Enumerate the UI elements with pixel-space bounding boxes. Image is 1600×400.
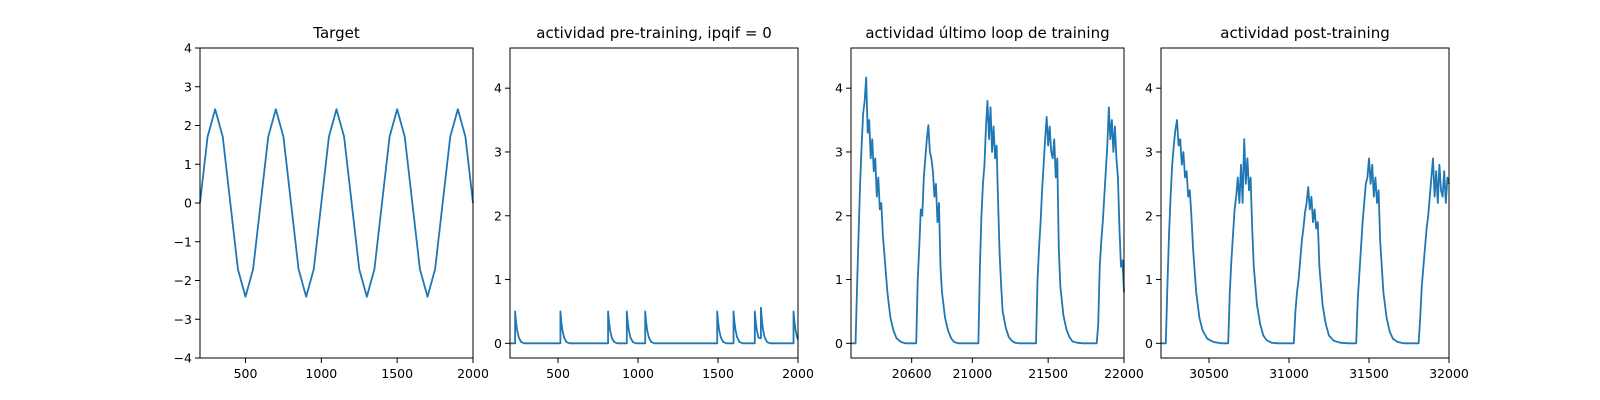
chart-title: actividad pre-training, ipqif = 0 [536, 24, 772, 42]
x-tick-label: 32000 [1429, 366, 1469, 381]
y-tick-label: −4 [174, 351, 192, 366]
y-tick-label: 3 [835, 144, 843, 159]
x-tick-label: 21000 [952, 366, 992, 381]
axes-frame [850, 47, 1125, 359]
y-tick-label: 0 [835, 336, 843, 351]
chart-title: Target [312, 24, 360, 42]
y-tick-label: −3 [174, 312, 192, 327]
x-tick-label: 2000 [782, 366, 814, 381]
x-tick-label: 31500 [1349, 366, 1389, 381]
x-tick-label: 30500 [1189, 366, 1229, 381]
x-tick-label: 1500 [702, 366, 734, 381]
y-tick-label: 2 [1145, 208, 1153, 223]
x-tick-label: 2000 [457, 366, 489, 381]
y-tick-label: 0 [1145, 336, 1153, 351]
y-tick-label: 2 [184, 118, 192, 133]
y-tick-label: 1 [494, 272, 502, 287]
series-line [510, 306, 799, 345]
series-line [851, 76, 1125, 345]
y-tick-label: 3 [1145, 144, 1153, 159]
y-tick-label: 1 [835, 272, 843, 287]
x-tick-label: 1000 [622, 366, 654, 381]
y-tick-label: 2 [494, 208, 502, 223]
y-tick-label: 4 [494, 81, 502, 96]
x-tick-label: 31000 [1269, 366, 1309, 381]
x-tick-label: 500 [234, 366, 258, 381]
y-tick-label: 2 [835, 208, 843, 223]
x-tick-label: 1000 [305, 366, 337, 381]
chart-title: actividad post-training [1220, 24, 1389, 42]
x-tick-label: 20600 [892, 366, 932, 381]
y-tick-label: 0 [184, 196, 192, 211]
axes-frame [1160, 47, 1450, 359]
axes-frame [199, 47, 474, 359]
y-tick-label: 1 [1145, 272, 1153, 287]
chart-panel-2: actividad pre-training, ipqif = 0 500 1000… [494, 24, 814, 381]
chart-panel-1: Target 500 1000 1500 2000 −4 −3 −2 −1 0 1 2 3 4 [174, 24, 489, 381]
y-tick-label: 1 [184, 157, 192, 172]
x-tick-label: 1500 [381, 366, 413, 381]
x-tick-label: 22000 [1104, 366, 1144, 381]
x-tick-label: 21500 [1028, 366, 1068, 381]
axes-frame [509, 47, 799, 359]
y-tick-label: 4 [184, 41, 192, 56]
y-tick-label: 4 [1145, 81, 1153, 96]
x-tick-label: 500 [546, 366, 570, 381]
y-tick-label: 4 [835, 81, 843, 96]
chart-title: actividad último loop de training [865, 24, 1109, 42]
y-tick-label: 3 [494, 144, 502, 159]
y-tick-label: 0 [494, 336, 502, 351]
y-tick-label: −1 [174, 234, 192, 249]
series-line [1161, 119, 1450, 345]
y-tick-label: −2 [174, 273, 192, 288]
series-line [199, 108, 474, 298]
y-tick-label: 3 [184, 79, 192, 94]
